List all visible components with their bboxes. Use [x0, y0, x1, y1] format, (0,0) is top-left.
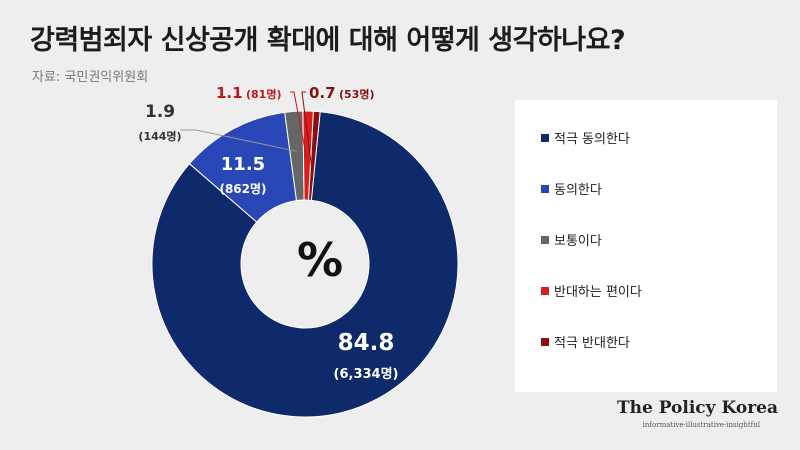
legend-label: 반대하는 편이다 [554, 285, 642, 300]
data-label-count-strongly-disagree: (53명) [339, 87, 374, 101]
leader-line-strongly-disagree [301, 91, 313, 172]
legend-swatch [541, 133, 549, 142]
legend-item-strongly-disagree: 적극 반대한다 [541, 332, 630, 351]
data-label-count-somewhat-disagree: (81명) [246, 87, 281, 101]
legend-item-agree: 동의한다 [541, 179, 602, 198]
legend-swatch [541, 337, 549, 346]
brand-tagline: informative·illustrative·insightful [642, 421, 760, 429]
legend-swatch [541, 184, 549, 193]
leader-line-neutral [180, 129, 297, 152]
legend-label: 적극 반대한다 [554, 336, 630, 351]
data-label-count-agree: (862명) [219, 182, 266, 196]
center-percent-label: % [297, 233, 343, 287]
legend-item-somewhat-disagree: 반대하는 편이다 [541, 281, 642, 300]
chart-title: 강력범죄자 신상공개 확대에 대해 어떻게 생각하나요? [30, 25, 626, 56]
legend-item-strongly-agree: 적극 동의한다 [541, 128, 630, 147]
legend-item-neutral: 보통이다 [541, 230, 602, 249]
legend-label: 보통이다 [554, 234, 602, 249]
data-label-count-neutral: (144명) [138, 129, 181, 143]
legend-swatch [541, 286, 549, 295]
data-label-value-agree: 11.5 [221, 154, 265, 175]
data-label-value-strongly-agree: 84.8 [338, 330, 395, 356]
data-label-value-neutral: 1.9 [145, 102, 175, 122]
data-label-count-strongly-agree: (6,334명) [334, 366, 399, 382]
data-label-value-strongly-disagree: 0.7 [309, 84, 336, 102]
data-label-value-somewhat-disagree: 1.1 [216, 84, 243, 102]
legend-swatch [541, 235, 549, 244]
legend-label: 적극 동의한다 [554, 132, 630, 147]
brand-logo: The Policy Korea [616, 398, 778, 418]
source-note: 자료: 국민권익위원회 [32, 70, 149, 85]
donut-slice-strongly-agree [151, 111, 459, 418]
leader-line-somewhat-disagree [290, 91, 308, 162]
donut-slice-strongly-disagree [308, 110, 321, 201]
legend-label: 동의한다 [554, 183, 602, 198]
legend: 적극 동의한다 동의한다 보통이다 반대하는 편이다 적극 반대한다 [515, 100, 777, 392]
